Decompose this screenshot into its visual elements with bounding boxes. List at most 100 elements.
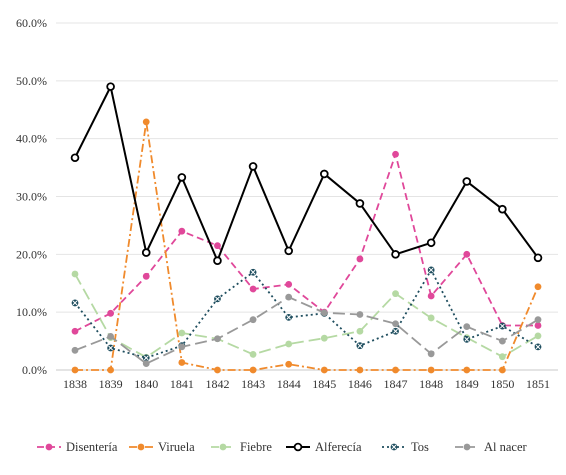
x-tick-label: 1845 bbox=[312, 377, 336, 391]
series-tos bbox=[71, 266, 542, 362]
y-tick-label: 30.0% bbox=[16, 190, 47, 204]
data-point bbox=[107, 309, 115, 317]
data-point bbox=[213, 256, 222, 265]
data-point bbox=[534, 322, 542, 329]
marker-cross bbox=[250, 269, 256, 275]
data-point bbox=[534, 316, 542, 324]
data-point bbox=[107, 333, 115, 340]
x-tick-label: 1840 bbox=[134, 377, 158, 391]
x-tick-label: 1843 bbox=[241, 377, 265, 391]
gridlines bbox=[56, 22, 558, 313]
legend-item-tos: Tos bbox=[382, 440, 429, 454]
legend-item-al-nacer: Al nacer bbox=[455, 440, 528, 454]
marker-cross bbox=[428, 267, 434, 273]
data-point bbox=[392, 150, 399, 158]
series-viruela bbox=[71, 118, 542, 374]
marker-cross bbox=[393, 328, 398, 334]
data-point bbox=[534, 332, 542, 340]
data-point bbox=[498, 322, 506, 330]
data-point bbox=[141, 248, 151, 257]
data-point bbox=[178, 329, 186, 337]
data-point bbox=[285, 281, 293, 288]
data-point bbox=[392, 320, 399, 328]
y-tick-label: 0.0% bbox=[22, 363, 47, 377]
series-line bbox=[74, 153, 538, 333]
data-point bbox=[142, 354, 150, 362]
x-tick-label: 1847 bbox=[384, 377, 408, 391]
data-point bbox=[178, 359, 186, 366]
legend-swatch-marker bbox=[463, 443, 471, 451]
series-line bbox=[74, 85, 539, 262]
data-point bbox=[392, 290, 399, 298]
data-point bbox=[214, 242, 221, 250]
series-line bbox=[74, 273, 539, 359]
x-tick-label: 1839 bbox=[99, 377, 123, 391]
series-disenteria bbox=[71, 150, 542, 335]
data-point bbox=[285, 313, 293, 321]
data-point bbox=[285, 360, 293, 368]
data-point bbox=[320, 366, 328, 374]
data-point bbox=[427, 292, 435, 300]
data-point bbox=[106, 82, 115, 91]
data-point bbox=[107, 366, 115, 374]
legend-label: Al nacer bbox=[484, 440, 528, 454]
data-point bbox=[463, 366, 471, 374]
x-tick-label: 1841 bbox=[170, 377, 194, 391]
data-point bbox=[391, 250, 400, 259]
legend-item-disenteria: Disentería bbox=[37, 440, 118, 454]
data-point bbox=[498, 204, 507, 214]
marker-cross bbox=[500, 323, 505, 329]
data-point bbox=[356, 255, 364, 263]
marker-cross bbox=[464, 336, 470, 342]
marker-cross bbox=[535, 344, 541, 350]
marker-cross bbox=[391, 444, 397, 450]
data-point bbox=[463, 250, 471, 258]
data-point bbox=[285, 293, 293, 301]
data-point bbox=[71, 299, 79, 307]
data-point bbox=[71, 270, 79, 278]
data-point bbox=[249, 350, 257, 358]
data-point bbox=[356, 366, 364, 374]
data-point bbox=[142, 272, 150, 280]
legend-swatch-marker bbox=[219, 443, 227, 451]
data-point bbox=[498, 353, 506, 361]
data-point bbox=[498, 366, 506, 374]
data-point bbox=[71, 327, 79, 335]
data-point bbox=[320, 334, 328, 342]
data-point bbox=[427, 350, 435, 358]
x-axis-tick-labels: 1838 1839 1840 1841 1842 1843 1844 1845 1846 1847… bbox=[63, 377, 550, 391]
legend-label: Alferecía bbox=[315, 440, 362, 454]
data-point bbox=[178, 227, 186, 235]
series-al-nacer bbox=[71, 293, 542, 368]
data-point bbox=[320, 169, 329, 179]
data-point bbox=[498, 337, 506, 345]
data-point bbox=[249, 268, 257, 276]
legend: Disentería Viruela Fiebre Alferecía Tos Al na… bbox=[37, 440, 528, 454]
data-point bbox=[356, 342, 364, 350]
legend-label: Viruela bbox=[158, 440, 195, 454]
marker-cross bbox=[72, 300, 78, 306]
y-tick-label: 60.0% bbox=[16, 16, 47, 30]
legend-item-fiebre: Fiebre bbox=[211, 440, 272, 454]
data-point bbox=[214, 295, 221, 303]
data-point bbox=[70, 153, 80, 163]
x-tick-label: 1848 bbox=[419, 377, 443, 391]
data-point bbox=[249, 316, 257, 324]
data-point bbox=[284, 246, 293, 256]
x-tick-label: 1844 bbox=[277, 377, 301, 391]
data-point bbox=[249, 366, 257, 374]
legend-label: Disentería bbox=[66, 440, 118, 454]
data-point bbox=[178, 343, 186, 351]
legend-item-alferecia: Alferecía bbox=[286, 440, 362, 454]
legend-swatch-marker bbox=[390, 443, 398, 451]
data-point bbox=[71, 346, 79, 354]
data-point bbox=[427, 266, 435, 274]
data-point bbox=[392, 366, 399, 374]
data-point bbox=[285, 340, 293, 348]
data-point bbox=[214, 335, 221, 343]
legend-swatch-marker bbox=[137, 443, 145, 451]
data-point bbox=[534, 283, 542, 291]
data-point bbox=[177, 173, 187, 182]
series-lines bbox=[70, 82, 543, 374]
data-point bbox=[107, 344, 115, 352]
